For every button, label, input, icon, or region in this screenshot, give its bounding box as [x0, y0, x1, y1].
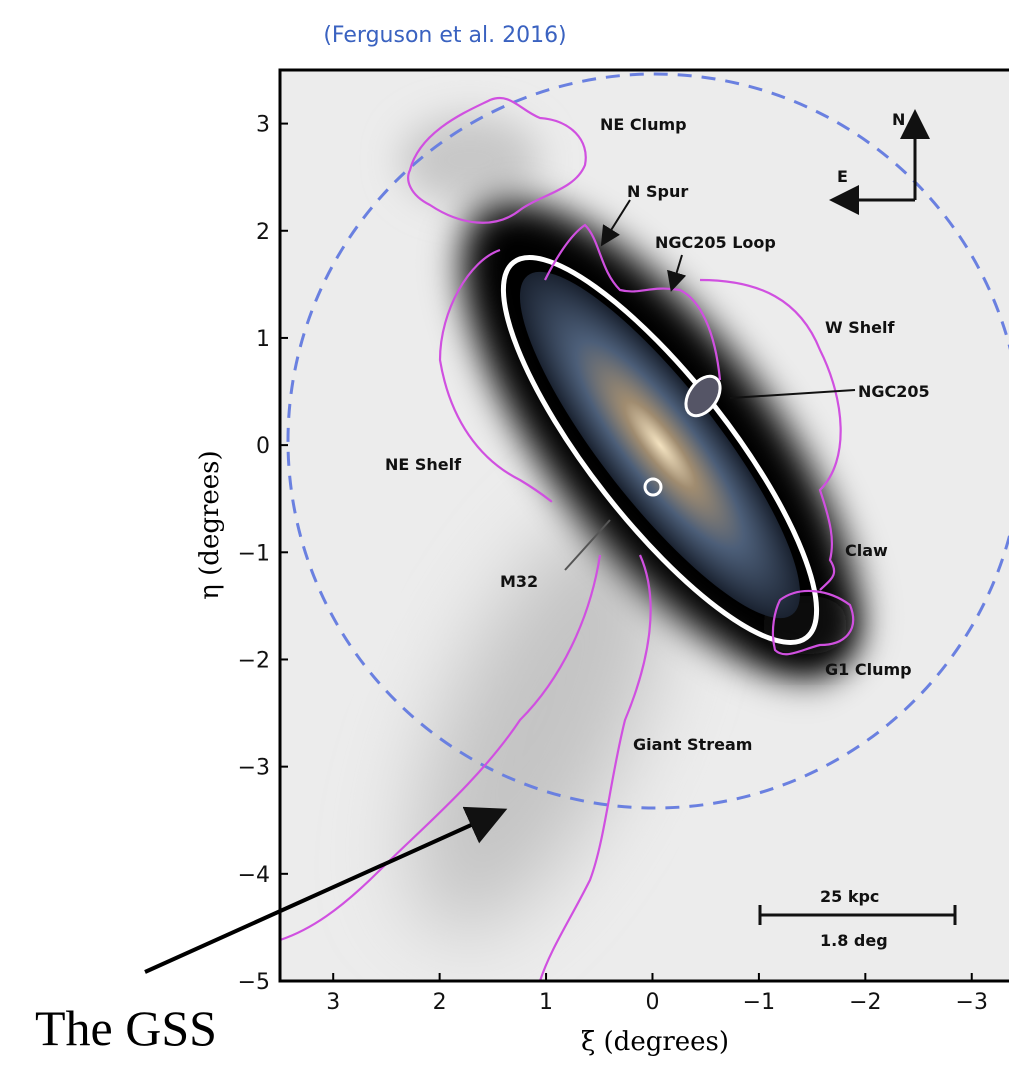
annotation: NE Clump — [600, 115, 687, 134]
annotation: G1 Clump — [825, 660, 912, 679]
annotation: Giant Stream — [633, 735, 752, 754]
annotation: N — [892, 110, 905, 129]
x-tick-label: 1 — [539, 990, 553, 1015]
annotation: M32 — [500, 572, 538, 591]
y-tick-label: −3 — [238, 756, 270, 781]
annotation: NGC205 — [858, 382, 930, 401]
annotation: Claw — [845, 541, 888, 560]
annotation: W Shelf — [825, 318, 895, 337]
x-tick-label: −1 — [743, 990, 775, 1015]
y-tick-label: −4 — [238, 863, 270, 888]
x-tick-label: 2 — [433, 990, 447, 1015]
annotation: N Spur — [627, 182, 688, 201]
x-tick-label: 3 — [326, 990, 340, 1015]
y-tick-label: −1 — [238, 541, 270, 566]
x-axis-label: ξ (degrees) — [581, 1027, 729, 1057]
x-tick-label: −3 — [956, 990, 988, 1015]
title: (Ferguson et al. 2016) — [323, 23, 566, 48]
y-tick-label: 2 — [256, 220, 270, 245]
y-tick-label: 1 — [256, 327, 270, 352]
y-tick-label: −2 — [238, 648, 270, 673]
x-tick-label: −2 — [849, 990, 881, 1015]
annotation: E — [837, 167, 848, 186]
y-tick-label: 3 — [256, 113, 270, 138]
figure: (Ferguson et al. 2016) NE Clump — [0, 0, 1009, 1068]
annotation: NE Shelf — [385, 455, 462, 474]
sky-image — [280, 70, 1009, 981]
y-tick-label: −5 — [238, 970, 270, 995]
x-tick-label: 0 — [645, 990, 659, 1015]
callout: The GSS — [35, 1000, 217, 1056]
page: {"chart_data": {"type": "image", "title"… — [0, 0, 1009, 1068]
annotation: NGC205 Loop — [655, 233, 776, 252]
annotation: 1.8 deg — [820, 931, 888, 950]
y-axis-label: η (degrees) — [195, 450, 225, 599]
y-tick-label: 0 — [256, 434, 270, 459]
annotation: 25 kpc — [820, 887, 879, 906]
